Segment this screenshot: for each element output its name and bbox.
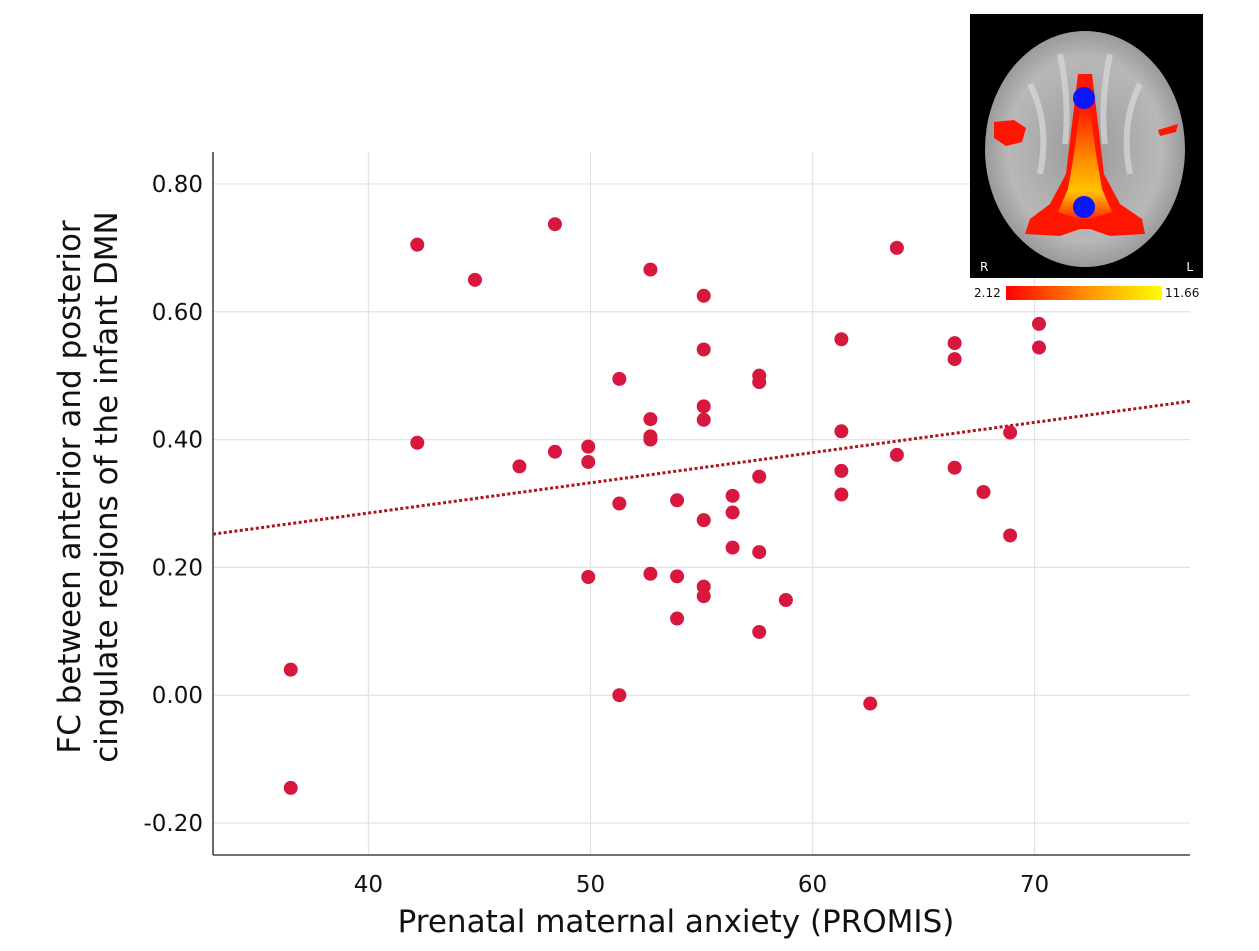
y-tick-label: 0.60 [152, 300, 203, 326]
scatter-point [696, 589, 711, 604]
scatter-point [947, 336, 962, 351]
scatter-point [670, 569, 685, 584]
scatter-point [834, 463, 849, 478]
x-tick-label: 50 [576, 872, 605, 898]
scatter-point [643, 412, 658, 427]
scatter-point [547, 217, 562, 232]
scatter-point [581, 454, 596, 469]
scatter-point [547, 444, 562, 459]
scatter-point [512, 459, 527, 474]
scatter-point [696, 579, 711, 594]
scatter-point [581, 569, 596, 584]
x-tick-label: 70 [1020, 872, 1049, 898]
scatter-point [834, 487, 849, 502]
colorbar-gradient [1006, 286, 1162, 300]
activation-blob-right [994, 120, 1026, 146]
regression-fit-line [212, 399, 1191, 536]
colorbar-max-label: 11.66 [1165, 286, 1200, 300]
scatter-point [752, 469, 767, 484]
scatter-point [1032, 340, 1047, 355]
brain-slice-image [985, 31, 1185, 267]
brain-texture [1027, 53, 1143, 175]
scatter-point [725, 505, 740, 520]
brain-map-inset: R L [970, 14, 1203, 278]
scatter-point [947, 460, 962, 475]
y-tick-label: -0.20 [143, 811, 203, 837]
scatter-point [612, 496, 627, 511]
scatter-point [696, 342, 711, 357]
scatter-point [696, 288, 711, 303]
scatter-point [643, 262, 658, 277]
anterior-seed-marker [1073, 87, 1095, 109]
scatter-point [947, 352, 962, 367]
x-tick-label: 40 [354, 872, 383, 898]
y-tick-label: 0.40 [152, 428, 203, 454]
scatter-point [612, 688, 627, 703]
scatter-point [696, 513, 711, 528]
inset-right-label: R [980, 260, 989, 274]
scatter-point [643, 566, 658, 581]
scatter-point [410, 435, 425, 450]
scatter-point [863, 696, 878, 711]
scatter-point [752, 375, 767, 390]
y-tick-label: 0.80 [152, 172, 203, 198]
fit-line-group [212, 399, 1191, 536]
colorbar: 2.12 11.66 [970, 284, 1203, 304]
data-points [283, 217, 1047, 795]
scatter-point [725, 488, 740, 503]
x-tick-label: 60 [798, 872, 827, 898]
y-tick-label: 0.20 [152, 555, 203, 581]
scatter-point [1032, 316, 1047, 331]
scatter-point [1003, 425, 1018, 440]
activation-blob-left [1158, 124, 1178, 136]
scatter-point [468, 272, 483, 287]
scatter-point [834, 332, 849, 347]
x-axis-title: Prenatal maternal anxiety (PROMIS) [398, 904, 955, 940]
scatter-point [752, 624, 767, 639]
scatter-point [976, 484, 991, 499]
scatter-point [834, 424, 849, 439]
y-axis-title-line1: FC between anterior and posterior [52, 220, 88, 754]
scatter-point [581, 439, 596, 454]
activation-blob-inner [1058, 109, 1112, 219]
scatter-point [778, 593, 793, 608]
scatter-point [643, 432, 658, 447]
inset-left-label: L [1186, 260, 1193, 274]
scatter-point [889, 240, 904, 255]
scatter-point [1003, 528, 1018, 543]
scatter-point [410, 237, 425, 252]
scatter-point [670, 611, 685, 626]
scatter-point [283, 780, 298, 795]
scatter-point [670, 493, 685, 508]
colorbar-min-label: 2.12 [974, 286, 1001, 300]
scatter-point [889, 447, 904, 462]
scatter-point [283, 662, 298, 677]
posterior-seed-marker [1073, 196, 1095, 218]
scatter-point [725, 540, 740, 555]
y-axis-title-line2: cingulate regions of the infant DMN [89, 211, 125, 762]
scatter-point [752, 545, 767, 560]
y-tick-label: 0.00 [152, 683, 203, 709]
scatter-point [696, 412, 711, 427]
scatter-point [612, 371, 627, 386]
tick-labels: 40 50 60 70 -0.20 0.00 0.20 0.40 0.60 0.80 [143, 172, 1049, 898]
scatter-point [696, 399, 711, 414]
axes [212, 152, 1190, 856]
